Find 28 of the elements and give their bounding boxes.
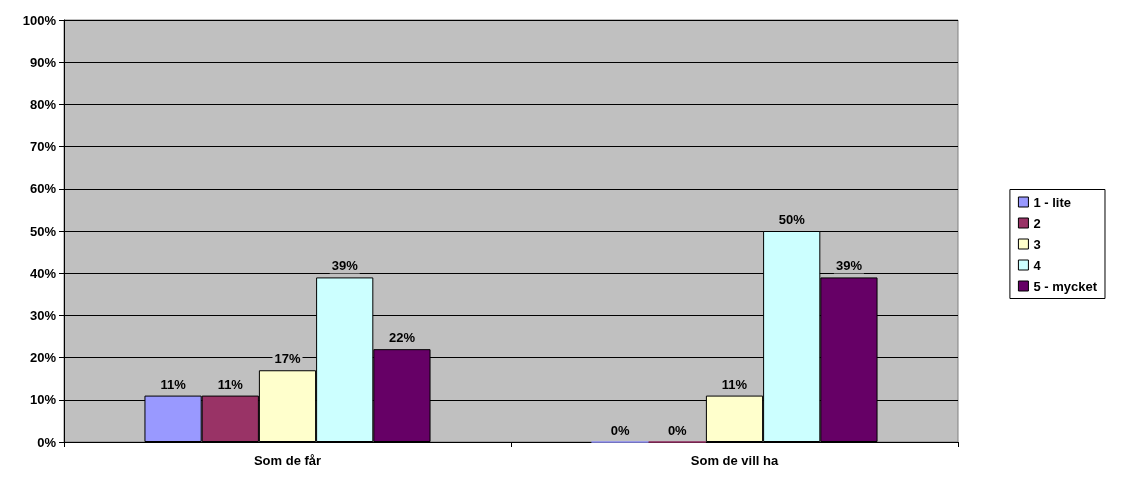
y-tick-label: 60% — [29, 181, 57, 197]
data-label: 39% — [835, 258, 863, 274]
data-label: 39% — [331, 258, 359, 274]
data-label: 0% — [667, 422, 688, 438]
legend-label: 2 — [1033, 215, 1041, 231]
y-tick-label: 90% — [29, 54, 57, 70]
data-label: 17% — [274, 351, 301, 367]
y-tick-label: 0% — [37, 434, 57, 450]
y-tick-label: 50% — [29, 223, 57, 239]
data-label: 22% — [388, 330, 416, 346]
y-tick-label: 80% — [29, 96, 57, 112]
y-tick-label: 10% — [29, 392, 57, 408]
y-tick-label: 40% — [29, 265, 57, 281]
legend-label: 4 — [1033, 257, 1042, 273]
data-label: 50% — [778, 212, 806, 227]
data-label: 0% — [610, 422, 630, 438]
data-label: 11% — [160, 376, 187, 392]
y-tick-label: 100% — [22, 12, 57, 28]
x-tick-label: Som de får — [253, 453, 322, 468]
data-label: 11% — [217, 376, 244, 392]
x-tick-label: Som de vill ha — [690, 453, 779, 468]
data-label: 11% — [721, 376, 748, 392]
y-tick-label: 20% — [29, 350, 57, 366]
legend-label: 3 — [1033, 236, 1041, 252]
legend-label: 5 - mycket — [1033, 278, 1098, 294]
y-tick-label: 30% — [29, 307, 57, 323]
y-tick-label: 70% — [29, 139, 57, 155]
legend-label: 1 - lite — [1033, 194, 1071, 210]
